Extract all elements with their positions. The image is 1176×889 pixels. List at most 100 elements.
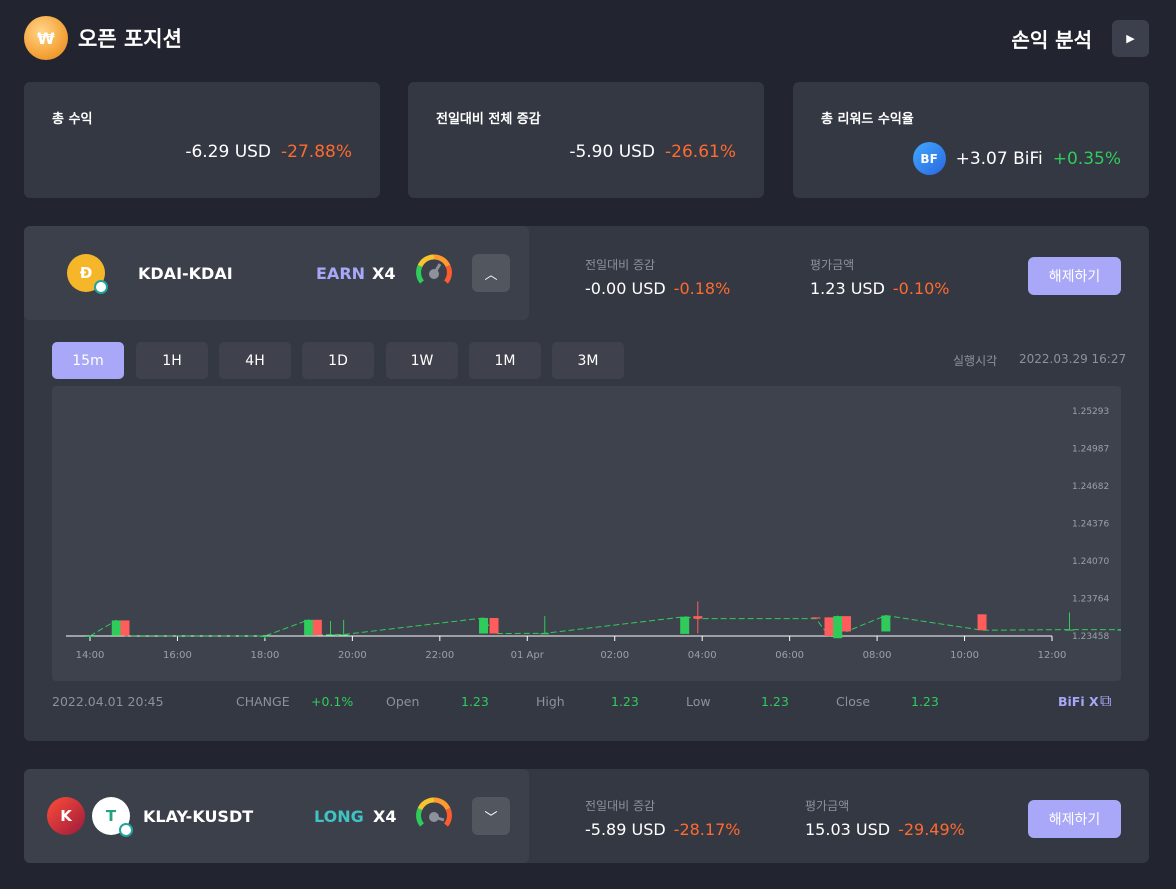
klay-token-icon: K xyxy=(47,797,85,835)
x-tick-label: 22:00 xyxy=(425,650,454,661)
stat-value-row: -5.89 USD -28.17% xyxy=(585,820,740,839)
candle-up[interactable] xyxy=(540,633,550,635)
summary-card-daily-change: 전일대비 전체 증감 -5.90 USD -26.61% xyxy=(408,82,764,198)
valuation-stat: 평가금액 15.03 USD -29.49% xyxy=(805,797,965,839)
klaytn-badge-icon xyxy=(94,280,108,294)
bifi-token-icon: BF xyxy=(912,142,946,175)
candle-down[interactable] xyxy=(693,616,703,619)
candle-up[interactable] xyxy=(111,620,121,636)
y-tick-label: 1.24987 xyxy=(1072,445,1109,455)
pair-name: KDAI-KDAI xyxy=(138,264,233,283)
summary-card-total-profit: 총 수익 -6.29 USD -27.88% xyxy=(24,82,380,198)
summary-label: 총 수익 xyxy=(52,112,93,127)
candle-up[interactable] xyxy=(326,634,335,636)
timeframe-4h[interactable]: 4H xyxy=(219,342,291,379)
stat-value-row: 1.23 USD -0.10% xyxy=(810,279,950,298)
ohlc-open-label: Open xyxy=(386,694,420,709)
ohlc-low-value: 1.23 xyxy=(761,694,789,709)
candle-up[interactable] xyxy=(339,634,349,636)
candle-up[interactable] xyxy=(479,617,489,634)
candle-down[interactable] xyxy=(824,617,834,636)
candle-down[interactable] xyxy=(811,617,821,619)
ohlc-high-value: 1.23 xyxy=(611,694,639,709)
chevron-right-icon: ▶ xyxy=(1126,31,1135,45)
page-title: 오픈 포지션 xyxy=(78,27,182,51)
collapse-button[interactable]: ︿ xyxy=(472,254,510,292)
stat-label: 전일대비 증감 xyxy=(585,258,656,272)
timeframe-1h[interactable]: 1H xyxy=(136,342,208,379)
position-head: K T KLAY-KUSDT LONG X4 ﹀ xyxy=(24,769,529,863)
page-header: ₩ 오픈 포지션 손익 분석 ▶ xyxy=(24,16,1149,60)
stat-pct: -0.10% xyxy=(892,279,950,298)
candle-up[interactable] xyxy=(260,636,270,637)
summary-label: 전일대비 전체 증감 xyxy=(436,112,541,127)
summary-label: 총 리워드 수익율 xyxy=(821,112,914,127)
ohlc-info-row: 2022.04.01 20:45 CHANGE +0.1% Open 1.23 … xyxy=(52,691,1121,710)
x-tick-label: 01 Apr xyxy=(511,650,545,661)
strategy-label: EARN xyxy=(316,264,366,283)
candle-down[interactable] xyxy=(977,614,987,631)
candle-down[interactable] xyxy=(489,617,499,634)
pnl-analysis-button[interactable]: ▶ xyxy=(1112,19,1149,57)
stat-value: 15.03 USD xyxy=(805,820,891,839)
stat-value-row: -0.00 USD -0.18% xyxy=(585,279,730,298)
stat-value-row: 15.03 USD -29.49% xyxy=(805,820,965,839)
leverage-label: X4 xyxy=(373,807,397,826)
candle-up[interactable] xyxy=(85,636,95,637)
summary-pct: -27.88% xyxy=(281,142,352,162)
ohlc-open-value: 1.23 xyxy=(461,694,489,709)
ohlc-close-label: Close xyxy=(836,694,871,709)
pair-name: KLAY-KUSDT xyxy=(143,807,254,826)
daily-change-stat: 전일대비 증감 -0.00 USD -0.18% xyxy=(585,256,730,298)
timeframe-1d[interactable]: 1D xyxy=(302,342,374,379)
candle-up[interactable] xyxy=(304,619,314,636)
summary-card-reward-yield: 총 리워드 수익율 BF +3.07 BiFi +0.35% xyxy=(793,82,1149,198)
candle-up[interactable] xyxy=(680,616,690,634)
stat-label: 평가금액 xyxy=(805,799,850,813)
klaytn-badge-icon xyxy=(119,823,133,837)
summary-value-row: -6.29 USD -27.88% xyxy=(185,142,352,162)
timeframe-15m[interactable]: 15m xyxy=(52,342,124,379)
summary-pct: +0.35% xyxy=(1052,148,1121,169)
release-button[interactable]: 해제하기 xyxy=(1028,800,1121,838)
candle-up[interactable] xyxy=(1117,629,1121,631)
timeframe-3m[interactable]: 3M xyxy=(552,342,624,379)
ohlc-low-label: Low xyxy=(686,694,711,709)
exec-time-label: 실행시각 xyxy=(953,354,998,368)
x-tick-label: 14:00 xyxy=(76,650,105,661)
risk-gauge-icon xyxy=(416,797,452,827)
candle-down[interactable] xyxy=(841,616,851,632)
y-tick-label: 1.24376 xyxy=(1072,519,1109,529)
ohlc-datetime: 2022.04.01 20:45 xyxy=(52,694,164,709)
summary-value: +3.07 BiFi xyxy=(955,148,1043,169)
timeframe-1w[interactable]: 1W xyxy=(386,342,458,379)
expand-button[interactable]: ﹀ xyxy=(472,797,510,835)
price-chart[interactable]: 1.25293 1.24987 1.24682 1.24376 1.24070 1.237… xyxy=(52,386,1121,681)
position-card-klay: K T KLAY-KUSDT LONG X4 ﹀ 전일대비 증감 -5.89 U… xyxy=(24,769,1149,863)
header-left: ₩ 오픈 포지션 xyxy=(24,16,182,60)
ohlc-change-label: CHANGE xyxy=(236,694,290,709)
x-tick-label: 20:00 xyxy=(338,650,367,661)
candlestick-chart-svg[interactable]: 1.25293 1.24987 1.24682 1.24376 1.24070 1.237… xyxy=(52,386,1121,681)
chevron-up-icon: ︿ xyxy=(484,267,498,283)
risk-gauge-icon xyxy=(416,254,452,284)
ohlc-change-value: +0.1% xyxy=(311,694,354,709)
external-link-icon[interactable]: ⧉ xyxy=(1100,691,1112,710)
pnl-analysis-title[interactable]: 손익 분석 xyxy=(1011,27,1092,52)
chevron-down-icon: ﹀ xyxy=(484,810,498,826)
candle-down[interactable] xyxy=(312,619,322,636)
bifix-link[interactable]: BiFi X xyxy=(1058,694,1099,709)
summary-value: -6.29 USD xyxy=(185,142,272,162)
candle-down[interactable] xyxy=(120,620,130,636)
stat-label: 전일대비 증감 xyxy=(585,799,656,813)
close-trend-line xyxy=(89,615,1121,637)
candle-up[interactable] xyxy=(881,615,891,632)
exec-time-value: 2022.03.29 16:27 xyxy=(1019,352,1127,366)
timeframe-1m[interactable]: 1M xyxy=(469,342,541,379)
release-button[interactable]: 해제하기 xyxy=(1028,257,1121,295)
candle-up[interactable] xyxy=(1064,629,1074,631)
valuation-stat: 평가금액 1.23 USD -0.10% xyxy=(810,256,950,298)
daily-change-stat: 전일대비 증감 -5.89 USD -28.17% xyxy=(585,797,740,839)
position-card-kdai: Ð KDAI-KDAI EARN X4 ︿ 전일대비 증감 -0.00 USD … xyxy=(24,226,1149,741)
candle-up[interactable] xyxy=(833,616,843,639)
